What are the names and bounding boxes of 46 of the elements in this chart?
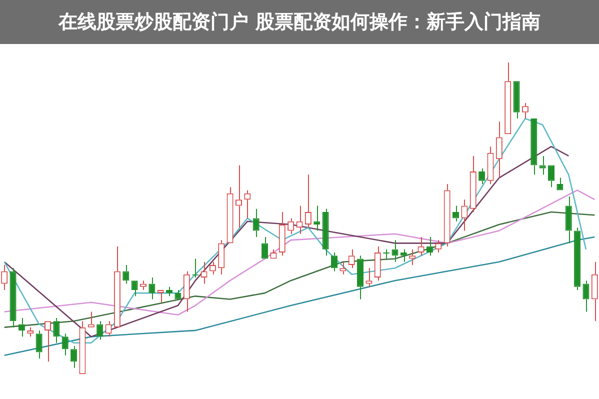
candlestick: [565, 196, 572, 244]
candlestick: [278, 212, 286, 256]
candlestick: [357, 255, 364, 300]
candlestick: [88, 311, 94, 328]
candlestick: [79, 320, 86, 374]
candlestick: [461, 199, 468, 232]
candlestick: [62, 333, 68, 356]
candlestick: [487, 146, 494, 184]
candlestick: [226, 186, 234, 244]
candlestick: [262, 236, 268, 259]
candlestick: [96, 320, 104, 340]
candlestick: [10, 268, 16, 328]
candlestick: [513, 81, 520, 120]
candlestick: [539, 155, 546, 176]
candlestick: [392, 240, 398, 262]
candlestick: [314, 205, 320, 232]
chart-title: 在线股票炒股配资门户 股票配资如何操作：新手入门指南: [57, 10, 542, 34]
candlestick: [322, 208, 329, 256]
candlestick: [122, 264, 130, 284]
candlestick: [409, 248, 416, 266]
candlestick: [166, 286, 173, 297]
candlestick: [496, 121, 502, 178]
candlestick: [548, 165, 555, 188]
candlestick: [574, 227, 581, 290]
candlestick: [304, 174, 312, 228]
candlestick: [183, 270, 190, 312]
candlestick: [114, 246, 120, 328]
candlestick: [340, 261, 346, 275]
candlestick: [366, 268, 372, 288]
candlestick: [252, 208, 260, 238]
candlestick: [70, 346, 78, 368]
candlestick: [27, 326, 34, 338]
candlestick: [556, 177, 564, 190]
candlestick: [504, 62, 512, 134]
candlestick: [582, 280, 590, 312]
candlestick: [36, 330, 42, 359]
candlestick: [435, 240, 442, 254]
candlestick: [53, 317, 60, 344]
candlestick: [470, 155, 476, 213]
candlestick: [374, 246, 381, 282]
candlestick: [444, 183, 450, 247]
candlestick: [330, 252, 338, 272]
candlestick: [174, 289, 182, 300]
candlestick: [140, 280, 146, 290]
candlestick: [400, 248, 407, 262]
candlestick: [218, 240, 225, 275]
